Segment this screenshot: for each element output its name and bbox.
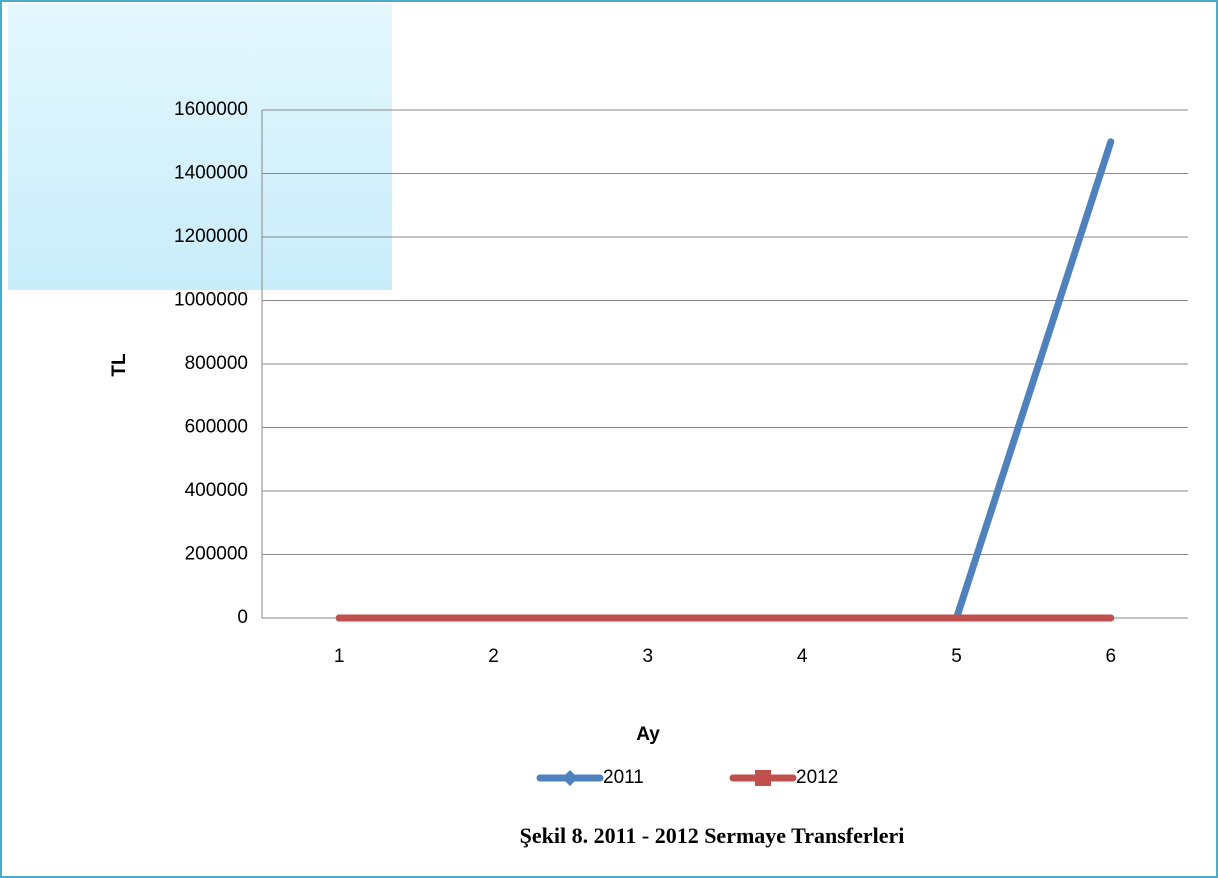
- y-tick-label: 200000: [185, 544, 248, 565]
- x-tick-label: 2: [488, 646, 499, 667]
- legend-marker: [562, 770, 578, 786]
- x-tick-label: 5: [951, 646, 962, 667]
- caption: Şekil 8. 2011 - 2012 Sermaye Transferler…: [520, 823, 905, 848]
- legend-label: 2012: [796, 767, 838, 788]
- x-tick-label: 3: [643, 646, 654, 667]
- legend-label: 2011: [603, 767, 644, 788]
- y-tick-label: 400000: [185, 480, 248, 501]
- y-tick-label: 1600000: [174, 99, 248, 120]
- decoration: [8, 4, 392, 290]
- legend-marker: [755, 770, 771, 786]
- y-tick-label: 800000: [185, 353, 248, 374]
- x-tick-label: 4: [797, 646, 808, 667]
- y-axis-label: TL: [109, 353, 130, 377]
- y-tick-label: 600000: [185, 417, 248, 438]
- y-tick-label: 1200000: [174, 226, 248, 247]
- x-axis-label: Ay: [636, 724, 660, 745]
- y-tick-label: 1000000: [174, 290, 248, 311]
- x-tick-label: 6: [1106, 646, 1117, 667]
- y-tick-label: 1400000: [174, 163, 248, 184]
- x-tick-label: 1: [334, 646, 345, 667]
- y-tick-label: 0: [237, 607, 248, 628]
